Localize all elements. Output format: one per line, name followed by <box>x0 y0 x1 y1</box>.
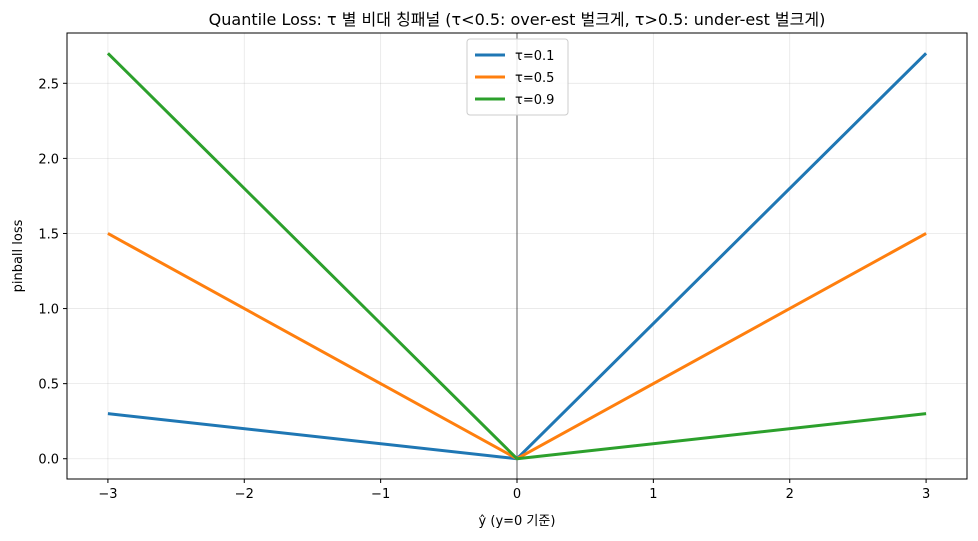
series-line <box>106 52 927 461</box>
legend: τ=0.1 τ=0.5 τ=0.9 <box>466 38 569 116</box>
y-axis-label: pinball loss <box>11 219 26 292</box>
x-tick-label: 2 <box>786 487 794 502</box>
y-tick-label: 2.5 <box>38 77 59 92</box>
x-tick-label: 1 <box>649 487 657 502</box>
legend-label: τ=0.5 <box>515 71 554 86</box>
x-tick-label: −1 <box>371 487 390 502</box>
legend-label: τ=0.9 <box>515 93 554 108</box>
chart-title: Quantile Loss: τ 별 비대 칭패널 (τ<0.5: over-e… <box>209 10 826 29</box>
legend-box <box>466 38 569 116</box>
x-tick-label: −3 <box>98 487 117 502</box>
plot-area <box>106 33 928 479</box>
x-tick-label: 3 <box>922 487 930 502</box>
y-tick-label: 0.5 <box>38 378 59 393</box>
y-tick-label: 1.0 <box>38 303 59 318</box>
y-tick-label: 1.5 <box>38 227 59 242</box>
legend-label: τ=0.1 <box>515 49 554 64</box>
x-axis: −3 −2 −1 0 1 2 3 <box>98 479 930 502</box>
y-tick-label: 0.0 <box>38 453 59 468</box>
y-tick-label: 2.0 <box>38 152 59 167</box>
x-tick-label: 0 <box>513 487 521 502</box>
x-tick-label: −2 <box>235 487 254 502</box>
x-axis-label: ŷ (y=0 기준) <box>479 514 556 529</box>
y-axis: 0.0 0.5 1.0 1.5 2.0 2.5 <box>38 77 67 468</box>
